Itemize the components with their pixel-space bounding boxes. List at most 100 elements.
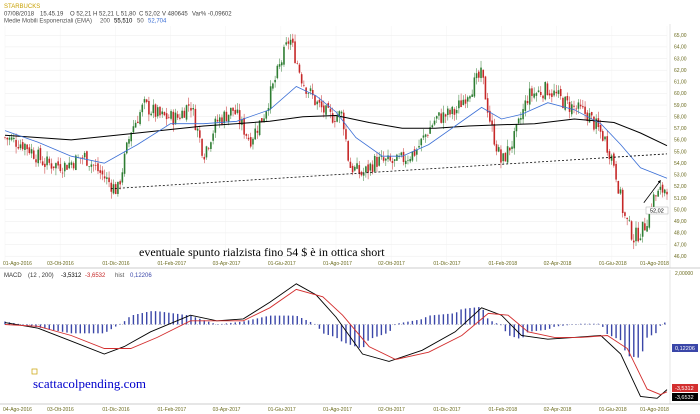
candle-body xyxy=(562,97,564,109)
candle-body xyxy=(214,118,217,133)
candle-body xyxy=(238,110,241,125)
candle-body xyxy=(245,134,248,136)
hist-bar xyxy=(624,324,626,351)
hist-bar xyxy=(26,324,28,326)
candle-body xyxy=(464,99,467,104)
candle-body xyxy=(57,161,59,166)
candle-body xyxy=(311,89,314,96)
candle-body xyxy=(121,172,124,183)
candle-body xyxy=(520,118,522,120)
hist-bar xyxy=(615,324,617,339)
panel-frames xyxy=(0,24,700,405)
ema200-value: 55,510 xyxy=(114,19,133,25)
candle-body xyxy=(63,162,66,172)
ema50-value: 52,704 xyxy=(148,19,167,25)
candle-body xyxy=(606,136,609,153)
hist-bar xyxy=(641,324,644,352)
candle-body xyxy=(635,227,637,242)
hist-bar xyxy=(323,324,325,334)
candle-body xyxy=(655,195,657,197)
hist-bar xyxy=(61,324,64,332)
hist-bar xyxy=(553,324,555,327)
candle-body xyxy=(170,111,172,119)
candle-body xyxy=(192,108,194,110)
hist-bar xyxy=(376,324,378,337)
macd-x-tick: 01-Ago-2017 xyxy=(323,407,352,413)
candle-body xyxy=(263,118,265,123)
candle-body xyxy=(486,98,489,113)
candle-body xyxy=(568,101,571,112)
price-x-tick: 03-Ott-2016 xyxy=(47,261,74,267)
hist-bar xyxy=(393,324,396,326)
hist-bar xyxy=(424,317,427,325)
candle-body xyxy=(19,144,22,149)
candle-body xyxy=(382,157,385,161)
ema50-line xyxy=(4,86,668,179)
candle-body xyxy=(296,63,299,64)
hist-bar xyxy=(97,324,99,334)
price-y-tick: 58,00 xyxy=(674,114,687,120)
hist-bar xyxy=(145,312,148,325)
candle-body xyxy=(632,240,635,243)
hist-bar xyxy=(380,324,383,336)
candle-body xyxy=(232,107,234,111)
candle-body xyxy=(283,46,285,65)
candle-body xyxy=(99,170,102,173)
candle-body xyxy=(265,111,268,119)
hist-bar xyxy=(221,323,223,325)
hist-bar xyxy=(336,324,338,339)
candle-body xyxy=(440,113,442,123)
candle-body xyxy=(41,161,44,166)
brand-link[interactable]: scattacolpending.com xyxy=(33,376,146,391)
candle-body xyxy=(190,107,192,111)
candle-body xyxy=(106,177,108,179)
price-y-tick: 62,00 xyxy=(674,68,687,74)
candle-body xyxy=(442,112,445,123)
candle-body xyxy=(243,117,245,135)
candle-body xyxy=(666,191,668,195)
hist-bar xyxy=(455,312,458,325)
candle-body xyxy=(194,108,197,131)
macd-x-tick: 01-Giu-2018 xyxy=(599,407,627,413)
candle-body xyxy=(227,114,230,123)
hist-bar xyxy=(44,324,46,329)
candle-body xyxy=(575,108,578,110)
candle-body xyxy=(143,99,146,103)
candle-body xyxy=(247,137,250,140)
candle-body xyxy=(152,104,155,114)
candle-body xyxy=(373,155,376,172)
hist-bar xyxy=(385,324,387,334)
candle-body xyxy=(387,155,389,160)
signal-badge-value: -3,6532 xyxy=(675,395,694,401)
candle-body xyxy=(94,165,97,166)
hist-bar xyxy=(602,324,604,327)
hist-bar xyxy=(53,324,55,331)
candle-body xyxy=(112,184,115,194)
hist-bar xyxy=(495,323,498,325)
hist-badge: 0,12206 xyxy=(672,344,698,352)
hist-bar xyxy=(66,324,68,333)
candle-body xyxy=(139,112,141,125)
price-y-axis: 46,00 47,00 48,00 49,00 50,00 51,00 52,00 53,00… xyxy=(674,33,687,260)
hist-bar xyxy=(597,323,600,325)
hist-bar xyxy=(513,324,515,338)
hist-bar xyxy=(137,314,139,325)
hist-bar xyxy=(469,308,471,325)
candle-body xyxy=(416,149,418,155)
candle-body xyxy=(582,106,584,108)
candle-body xyxy=(356,163,358,169)
candle-body xyxy=(145,99,148,103)
candle-body xyxy=(123,153,126,174)
hist-bar xyxy=(398,323,400,325)
candle-body xyxy=(491,120,493,126)
candle-body xyxy=(358,165,361,174)
candle-body xyxy=(435,116,438,119)
hist-bar xyxy=(234,322,236,325)
macd-legend: MACD (12 , 200) -3,5312 -3,6532 hist 0,1… xyxy=(4,273,152,279)
hist-bar xyxy=(269,315,272,325)
candle-body xyxy=(429,127,431,134)
candle-body xyxy=(539,91,542,95)
hist-bar xyxy=(566,324,569,326)
candle-body xyxy=(183,110,186,118)
candle-body xyxy=(367,164,369,173)
